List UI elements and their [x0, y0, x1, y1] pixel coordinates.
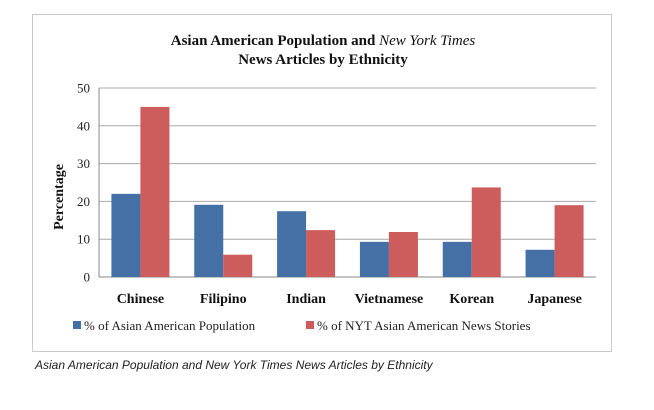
x-category-label: Vietnamese	[355, 292, 424, 307]
bar	[442, 241, 472, 277]
y-tick-label: 50	[77, 81, 90, 96]
x-category-label: Japanese	[527, 292, 581, 307]
chart-title-line1-italic: New York Times	[378, 33, 475, 49]
bar	[388, 232, 418, 277]
bar	[471, 187, 501, 277]
chart-figure: Asian American Population and New York T…	[32, 14, 612, 352]
chart-title-line1-prefix: Asian American Population and	[171, 33, 379, 49]
y-tick-labels: 0 10 20 30 40 50	[77, 81, 90, 285]
bar	[554, 205, 584, 277]
legend-label: % of NYT Asian American News Stories	[317, 318, 531, 333]
x-category-label: Chinese	[117, 292, 164, 307]
y-tick-label: 40	[77, 118, 90, 133]
bar	[525, 249, 555, 277]
legend-swatch	[73, 321, 81, 329]
y-tick-label: 10	[77, 232, 90, 247]
y-tick-label: 30	[77, 156, 90, 171]
y-tick-label: 0	[84, 270, 91, 285]
x-category-label: Korean	[449, 292, 494, 307]
bar	[194, 204, 224, 277]
chart-title-line1: Asian American Population and New York T…	[171, 33, 476, 49]
figure-caption: Asian American Population and New York T…	[35, 358, 433, 372]
bar	[111, 193, 141, 277]
bar	[359, 241, 389, 277]
y-axis-label: Percentage	[52, 164, 67, 230]
chart-title-line2: News Articles by Ethnicity	[238, 52, 408, 68]
y-tick-label: 20	[77, 194, 90, 209]
x-category-label: Indian	[286, 292, 326, 307]
bar	[140, 106, 170, 278]
bar	[223, 254, 253, 277]
bar	[277, 211, 307, 277]
gridlines	[98, 87, 596, 278]
x-category-label: Filipino	[200, 292, 247, 307]
bar-chart: Asian American Population and New York T…	[52, 33, 596, 333]
bars	[111, 106, 584, 278]
legend-label: % of Asian American Population	[84, 318, 256, 333]
legend: % of Asian American Population % of NYT A…	[73, 318, 531, 333]
x-category-labels: Chinese Filipino Indian Vietnamese Korean Jap…	[117, 292, 582, 307]
legend-swatch	[306, 321, 314, 329]
bar	[306, 230, 336, 277]
